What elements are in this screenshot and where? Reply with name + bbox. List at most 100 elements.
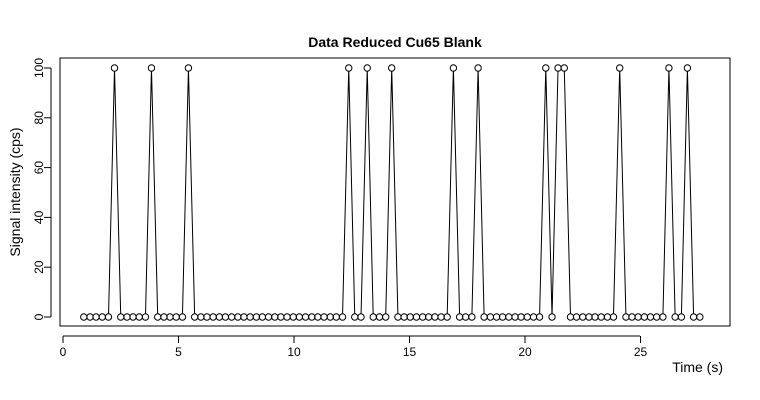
data-point <box>461 313 470 321</box>
data-point <box>338 313 347 321</box>
data-point <box>160 313 168 321</box>
data-point <box>468 313 476 321</box>
data-point <box>264 313 273 321</box>
x-tick-label: 5 <box>175 345 182 359</box>
data-point <box>622 313 630 321</box>
data-point <box>449 64 458 72</box>
data-point <box>529 313 538 321</box>
data-point <box>215 313 224 321</box>
data-point <box>505 313 513 321</box>
data-points <box>80 64 704 321</box>
data-point <box>511 313 519 321</box>
data-point <box>332 313 340 321</box>
x-tick-label: 10 <box>287 345 301 359</box>
y-axis: 0 20 40 60 80 100 <box>32 58 52 320</box>
y-tick-label: 40 <box>32 210 46 224</box>
data-point <box>363 64 371 72</box>
data-point <box>271 313 279 321</box>
data-point <box>388 64 396 72</box>
data-point <box>671 313 679 321</box>
data-point <box>523 313 532 321</box>
data-point <box>616 64 624 72</box>
y-tick-label: 100 <box>32 58 46 78</box>
data-point <box>295 313 304 321</box>
x-axis-label: Time (s) <box>672 359 723 375</box>
data-point <box>277 313 285 321</box>
data-point <box>652 313 661 321</box>
data-point <box>117 313 125 321</box>
data-point <box>498 313 507 321</box>
data-point <box>418 313 427 321</box>
data-point <box>585 313 593 321</box>
series-line <box>108 71 695 314</box>
x-tick-label: 20 <box>518 345 532 359</box>
data-point <box>178 313 187 321</box>
data-point <box>135 313 143 321</box>
data-point <box>92 313 100 321</box>
data-point <box>560 64 568 72</box>
data-point <box>203 313 211 321</box>
y-tick-label: 60 <box>32 161 46 175</box>
data-point <box>542 64 550 72</box>
data-point <box>683 64 692 72</box>
data-point <box>689 313 698 321</box>
data-point <box>375 313 384 321</box>
data-point <box>172 313 180 321</box>
data-point <box>603 313 612 321</box>
x-tick-label: 15 <box>403 345 417 359</box>
x-axis: 0 5 10 15 20 25 <box>60 335 648 359</box>
data-point <box>301 313 310 321</box>
data-point <box>357 313 365 321</box>
data-point <box>129 313 137 321</box>
data-point <box>480 313 488 321</box>
data-point <box>86 313 94 321</box>
data-point <box>597 313 605 321</box>
data-point <box>591 313 599 321</box>
data-point <box>314 313 322 321</box>
data-point <box>147 64 156 72</box>
y-tick-label: 20 <box>32 260 46 274</box>
data-point <box>166 313 174 321</box>
data-point <box>351 313 359 321</box>
data-point <box>609 313 618 321</box>
data-point <box>696 313 704 321</box>
x-tick-label: 25 <box>634 345 648 359</box>
y-ticks: 0 20 40 60 80 100 <box>32 58 51 320</box>
data-point <box>104 313 113 321</box>
data-point <box>80 313 88 321</box>
data-point <box>289 313 298 321</box>
y-axis-label: Signal intensity (cps) <box>7 127 23 256</box>
data-point <box>154 313 162 321</box>
data-point <box>437 313 445 321</box>
data-point <box>246 313 254 321</box>
data-point <box>412 313 421 321</box>
data-point <box>443 313 451 321</box>
data-point <box>548 313 556 321</box>
plot-frame <box>59 57 731 327</box>
data-point <box>234 313 242 321</box>
data-point <box>394 313 402 321</box>
x-ticks: 0 5 10 15 20 25 <box>60 336 648 359</box>
data-point <box>240 313 248 321</box>
data-point <box>646 313 655 321</box>
data-point <box>424 313 433 321</box>
data-point <box>98 313 106 321</box>
data-point <box>141 313 150 321</box>
y-tick-label: 0 <box>32 313 46 320</box>
data-point <box>369 313 377 321</box>
data-point <box>572 313 581 321</box>
data-point <box>640 313 649 321</box>
chart-title: Data Reduced Cu65 Blank <box>308 34 482 50</box>
data-point <box>209 313 217 321</box>
data-point <box>110 64 119 72</box>
y-tick-label: 80 <box>32 111 46 125</box>
data-point <box>554 64 562 72</box>
data-point <box>326 313 334 321</box>
data-point <box>634 313 642 321</box>
x-tick-label: 0 <box>60 345 67 359</box>
data-point <box>320 313 328 321</box>
data-point <box>258 313 267 321</box>
data-point <box>123 313 131 321</box>
data-point <box>566 313 575 321</box>
